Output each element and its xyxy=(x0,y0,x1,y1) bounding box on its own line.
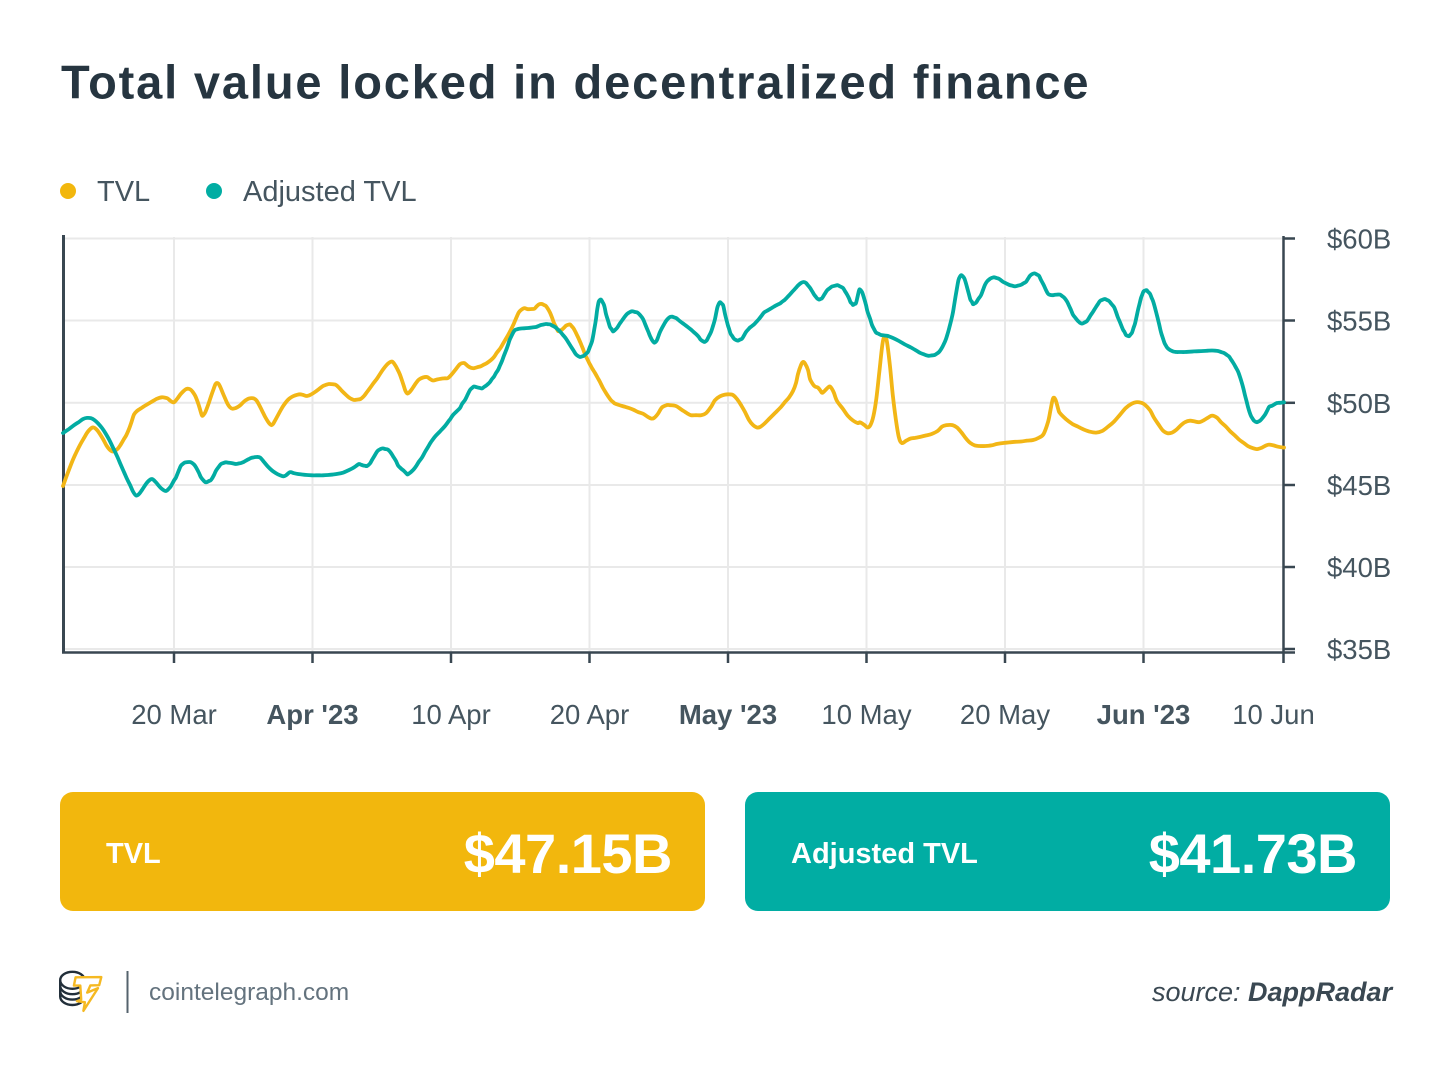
svg-text:$45B: $45B xyxy=(1327,470,1391,501)
svg-text:$40B: $40B xyxy=(1327,552,1391,583)
svg-text:20 May: 20 May xyxy=(960,699,1050,730)
svg-text:cointelegraph.com: cointelegraph.com xyxy=(149,979,349,1006)
svg-text:TVL: TVL xyxy=(97,176,150,208)
svg-text:$47.15B: $47.15B xyxy=(464,822,672,885)
svg-text:10 Apr: 10 Apr xyxy=(411,699,491,730)
svg-text:Adjusted TVL: Adjusted TVL xyxy=(243,176,417,208)
svg-text:10 Jun: 10 Jun xyxy=(1232,699,1315,730)
svg-text:Apr '23: Apr '23 xyxy=(266,699,358,730)
svg-text:20 Apr: 20 Apr xyxy=(550,699,630,730)
svg-text:$41.73B: $41.73B xyxy=(1149,822,1357,885)
svg-text:$55B: $55B xyxy=(1327,306,1391,337)
svg-text:$35B: $35B xyxy=(1327,634,1391,665)
svg-text:Total value locked in decentra: Total value locked in decentralized fina… xyxy=(61,56,1090,109)
svg-text:$50B: $50B xyxy=(1327,388,1391,419)
svg-text:Jun '23: Jun '23 xyxy=(1097,699,1191,730)
svg-text:$60B: $60B xyxy=(1327,224,1391,255)
svg-text:May '23: May '23 xyxy=(679,699,777,730)
svg-text:20 Mar: 20 Mar xyxy=(131,699,217,730)
svg-text:TVL: TVL xyxy=(106,838,161,870)
svg-text:Adjusted TVL: Adjusted TVL xyxy=(791,838,978,870)
svg-text:source: DappRadar: source: DappRadar xyxy=(1152,977,1394,1007)
svg-text:10 May: 10 May xyxy=(821,699,911,730)
